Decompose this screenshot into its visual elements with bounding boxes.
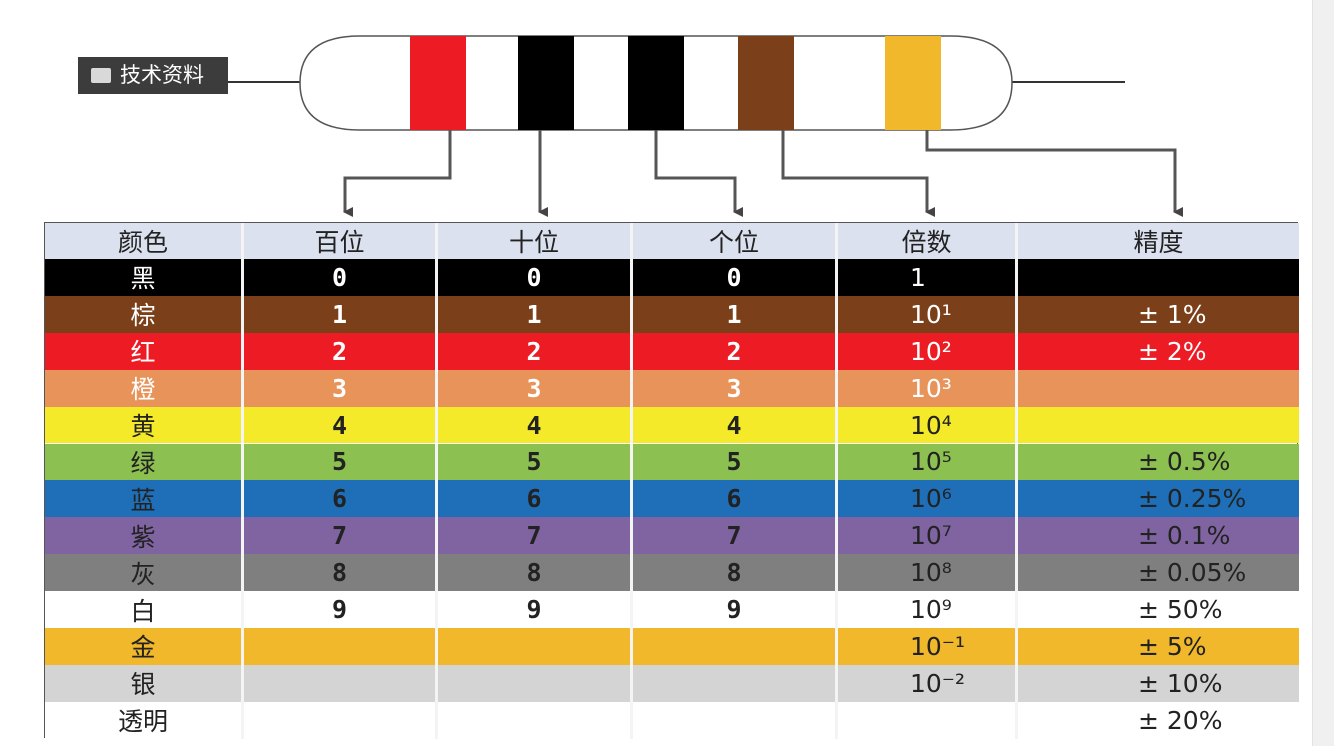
table-cell: 十位 bbox=[438, 223, 633, 259]
table-cell: 10⁵ bbox=[838, 443, 1018, 481]
table-cell bbox=[1018, 406, 1299, 444]
table-cell: 0 bbox=[633, 259, 838, 296]
table-cell bbox=[438, 664, 633, 702]
table-cell: ± 0.05% bbox=[1018, 554, 1299, 592]
table-cell: 5 bbox=[244, 443, 438, 481]
folder-icon bbox=[91, 68, 111, 83]
table-cell: 4 bbox=[633, 406, 838, 444]
table-cell bbox=[838, 701, 1018, 739]
table-cell: 2 bbox=[438, 332, 633, 370]
resistor-diagram bbox=[228, 35, 1183, 217]
table-cell: 9 bbox=[633, 591, 838, 628]
table-cell: 8 bbox=[244, 554, 438, 592]
table-cell: 8 bbox=[438, 554, 633, 592]
table-cell: 10⁷ bbox=[838, 517, 1018, 555]
table-cell: 3 bbox=[438, 369, 633, 407]
table-cell: 10⁻² bbox=[838, 664, 1018, 702]
table-cell: 颜色 bbox=[45, 223, 244, 259]
table-cell: 9 bbox=[244, 591, 438, 628]
table-cell bbox=[633, 664, 838, 702]
table-cell bbox=[633, 701, 838, 739]
table-cell: ± 20% bbox=[1018, 701, 1299, 739]
table-cell: 10⁸ bbox=[838, 554, 1018, 592]
table-cell: 3 bbox=[633, 369, 838, 407]
table-cell bbox=[1018, 369, 1299, 407]
table-cell: ± 0.25% bbox=[1018, 480, 1299, 518]
table-cell: 10³ bbox=[838, 369, 1018, 407]
table-cell: 灰 bbox=[45, 554, 244, 592]
table-cell bbox=[244, 628, 438, 665]
table-cell: 紫 bbox=[45, 517, 244, 555]
table-cell: 10⁴ bbox=[838, 406, 1018, 444]
table-cell: 6 bbox=[633, 480, 838, 518]
table-cell: 橙 bbox=[45, 369, 244, 407]
table-cell: 1 bbox=[244, 295, 438, 333]
table-cell: 3 bbox=[244, 369, 438, 407]
table-cell bbox=[438, 701, 633, 739]
table-cell: 4 bbox=[244, 406, 438, 444]
table-cell: ± 5% bbox=[1018, 628, 1299, 665]
table-cell: 6 bbox=[438, 480, 633, 518]
table-cell: ± 50% bbox=[1018, 591, 1299, 628]
table-cell: ± 0.5% bbox=[1018, 443, 1299, 481]
table-cell: 银 bbox=[45, 664, 244, 702]
table-cell: 5 bbox=[438, 443, 633, 481]
table-cell: ± 1% bbox=[1018, 295, 1299, 333]
table-cell: 5 bbox=[633, 443, 838, 481]
table-cell: 1 bbox=[633, 295, 838, 333]
table-cell: 0 bbox=[438, 259, 633, 296]
table-cell: 精度 bbox=[1018, 223, 1299, 259]
color-code-table: 颜色 百位 十位 个位 倍数 精度黑 0 0 0 1 棕 1 1 1 10¹ ± 1% 红 2 2 2 10² ± 2% 橙… bbox=[44, 222, 1299, 739]
table-cell: 10⁶ bbox=[838, 480, 1018, 518]
table-cell: 黄 bbox=[45, 406, 244, 444]
tag-label: 技术资料 bbox=[120, 63, 204, 87]
table-cell: 2 bbox=[633, 332, 838, 370]
table-cell: 红 bbox=[45, 332, 244, 370]
table-cell: 1 bbox=[438, 295, 633, 333]
table-cell: 8 bbox=[633, 554, 838, 592]
table-cell: 0 bbox=[244, 259, 438, 296]
table-cell: 10¹ bbox=[838, 295, 1018, 333]
table-cell: 7 bbox=[244, 517, 438, 555]
table-cell: 蓝 bbox=[45, 480, 244, 518]
table-cell: 金 bbox=[45, 628, 244, 665]
table-cell bbox=[244, 664, 438, 702]
table-cell: 1 bbox=[838, 259, 1018, 296]
table-cell: 9 bbox=[438, 591, 633, 628]
table-cell: 10² bbox=[838, 332, 1018, 370]
table-cell: 个位 bbox=[633, 223, 838, 259]
table-cell: 百位 bbox=[244, 223, 438, 259]
table-cell: 黑 bbox=[45, 259, 244, 296]
table-cell: 10⁹ bbox=[838, 591, 1018, 628]
table-cell: 10⁻¹ bbox=[838, 628, 1018, 665]
table-cell: 透明 bbox=[45, 701, 244, 739]
table-cell: 倍数 bbox=[838, 223, 1018, 259]
table-cell: 绿 bbox=[45, 443, 244, 481]
table-cell bbox=[438, 628, 633, 665]
table-cell: 4 bbox=[438, 406, 633, 444]
table-cell: 6 bbox=[244, 480, 438, 518]
table-cell: 7 bbox=[633, 517, 838, 555]
table-cell: 棕 bbox=[45, 295, 244, 333]
table-cell: 2 bbox=[244, 332, 438, 370]
category-tag[interactable]: 技术资料 bbox=[78, 57, 228, 94]
table-cell: ± 10% bbox=[1018, 664, 1299, 702]
scrollbar[interactable] bbox=[1312, 0, 1334, 746]
table-cell: ± 2% bbox=[1018, 332, 1299, 370]
table-cell: 7 bbox=[438, 517, 633, 555]
table-cell: 白 bbox=[45, 591, 244, 628]
table-cell bbox=[1018, 259, 1299, 296]
table-cell bbox=[244, 701, 438, 739]
table-cell: ± 0.1% bbox=[1018, 517, 1299, 555]
table-cell bbox=[633, 628, 838, 665]
